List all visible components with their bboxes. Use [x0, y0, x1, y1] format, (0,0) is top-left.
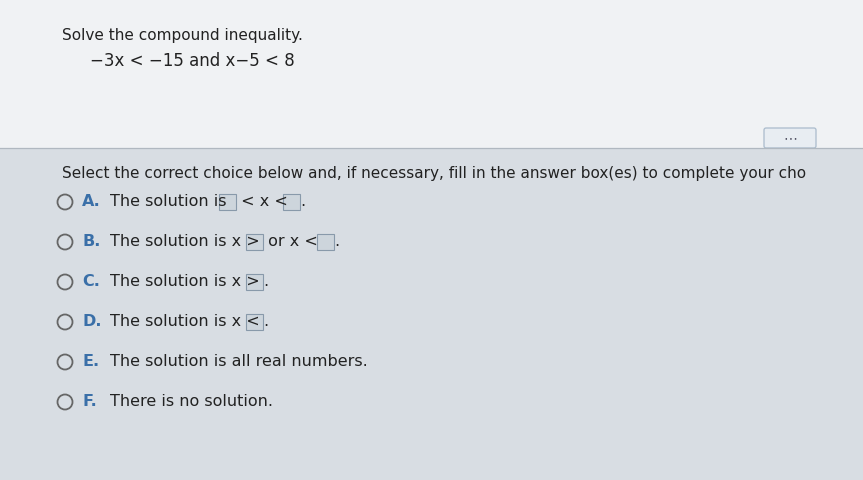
FancyBboxPatch shape: [764, 128, 816, 148]
Text: The solution is all real numbers.: The solution is all real numbers.: [110, 355, 368, 370]
Text: Select the correct choice below and, if necessary, fill in the answer box(es) to: Select the correct choice below and, if …: [62, 166, 806, 181]
FancyBboxPatch shape: [318, 234, 334, 250]
Text: .: .: [263, 314, 268, 329]
Text: C.: C.: [82, 275, 100, 289]
Text: Solve the compound inequality.: Solve the compound inequality.: [62, 28, 303, 43]
Text: The solution is x >: The solution is x >: [110, 235, 265, 250]
Text: B.: B.: [82, 235, 100, 250]
Text: .: .: [334, 235, 339, 250]
FancyBboxPatch shape: [0, 0, 863, 148]
Text: .: .: [300, 194, 306, 209]
Text: .: .: [263, 275, 268, 289]
Text: The solution is: The solution is: [110, 194, 231, 209]
FancyBboxPatch shape: [283, 194, 300, 210]
Text: ⋯: ⋯: [783, 131, 797, 145]
FancyBboxPatch shape: [219, 194, 236, 210]
Text: There is no solution.: There is no solution.: [110, 395, 273, 409]
Text: < x <: < x <: [236, 194, 293, 209]
FancyBboxPatch shape: [246, 314, 263, 330]
Text: or x <: or x <: [263, 235, 323, 250]
Text: The solution is x >: The solution is x >: [110, 275, 265, 289]
Text: F.: F.: [82, 395, 97, 409]
Text: D.: D.: [82, 314, 102, 329]
Text: −3x < −15 and x−5 < 8: −3x < −15 and x−5 < 8: [90, 52, 295, 70]
Text: A.: A.: [82, 194, 101, 209]
Text: The solution is x <: The solution is x <: [110, 314, 265, 329]
FancyBboxPatch shape: [246, 234, 263, 250]
FancyBboxPatch shape: [246, 274, 263, 290]
Text: E.: E.: [82, 355, 99, 370]
